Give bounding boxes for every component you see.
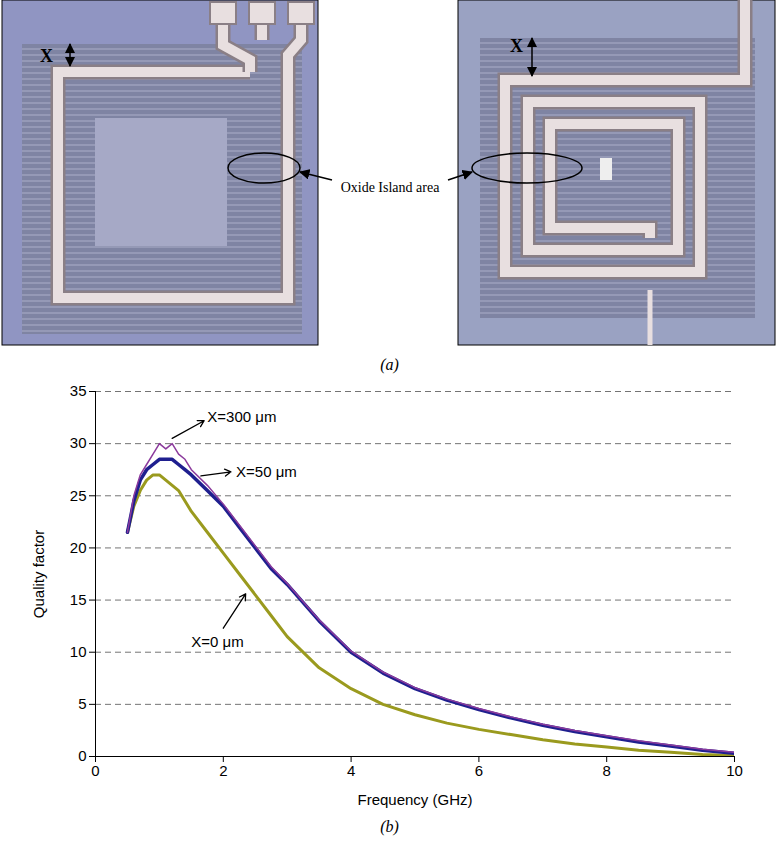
svg-text:X=300 μm: X=300 μm <box>207 408 276 425</box>
svg-text:35: 35 <box>70 382 87 399</box>
svg-text:5: 5 <box>78 695 86 712</box>
svg-text:X: X <box>40 46 53 66</box>
svg-text:4: 4 <box>347 762 355 779</box>
svg-text:10: 10 <box>70 643 87 660</box>
svg-text:0: 0 <box>78 747 86 764</box>
svg-text:2: 2 <box>219 762 227 779</box>
svg-text:Frequency (GHz): Frequency (GHz) <box>357 791 472 808</box>
html-text:(a): (a) <box>380 356 399 373</box>
svg-text:Quality factor: Quality factor <box>30 530 47 618</box>
svg-text:30: 30 <box>70 434 87 451</box>
svg-text:X=0 μm: X=0 μm <box>191 633 243 650</box>
svg-text:10: 10 <box>726 762 743 779</box>
svg-text:20: 20 <box>70 539 87 556</box>
html-text:(b): (b) <box>380 818 399 835</box>
svg-text:8: 8 <box>603 762 611 779</box>
svg-text:X: X <box>510 36 523 56</box>
svg-text:25: 25 <box>70 487 87 504</box>
svg-text:Oxide Island area: Oxide Island area <box>341 180 441 195</box>
svg-text:X=50 μm: X=50 μm <box>236 463 297 480</box>
svg-text:0: 0 <box>91 762 99 779</box>
svg-text:6: 6 <box>475 762 483 779</box>
svg-text:15: 15 <box>70 591 87 608</box>
